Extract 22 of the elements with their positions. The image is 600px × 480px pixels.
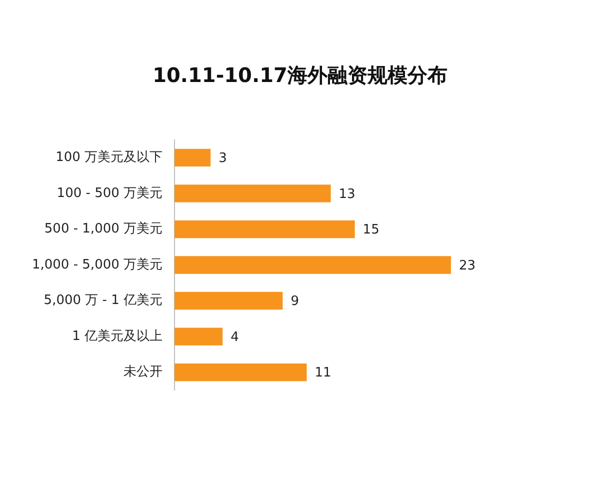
chart-title: 10.11-10.17海外融资规模分布 <box>152 62 448 89</box>
bar <box>174 363 307 382</box>
y-tick-label: 500 - 1,000 万美元 <box>44 220 163 237</box>
y-tick-label: 未公开 <box>124 364 163 380</box>
y-tick-label: 100 - 500 万美元 <box>56 184 163 201</box>
y-tick-label: 100 万美元及以下 <box>56 149 163 166</box>
data-label: 9 <box>290 294 299 310</box>
data-label: 11 <box>314 366 332 381</box>
bar <box>174 220 355 238</box>
bar <box>174 292 283 310</box>
data-label: 13 <box>338 186 356 202</box>
bar <box>174 328 223 346</box>
bar <box>174 148 211 167</box>
data-label: 3 <box>218 151 227 166</box>
data-label: 23 <box>458 258 476 274</box>
bar <box>174 256 451 274</box>
y-tick-label: 1,000 - 5,000 万美元 <box>32 256 163 272</box>
y-tick-label: 5,000 万 - 1 亿美元 <box>44 292 163 308</box>
bar <box>174 184 331 202</box>
data-label: 4 <box>230 330 239 345</box>
data-label: 15 <box>362 222 380 238</box>
y-tick-label: 1 亿美元及以上 <box>72 328 163 344</box>
